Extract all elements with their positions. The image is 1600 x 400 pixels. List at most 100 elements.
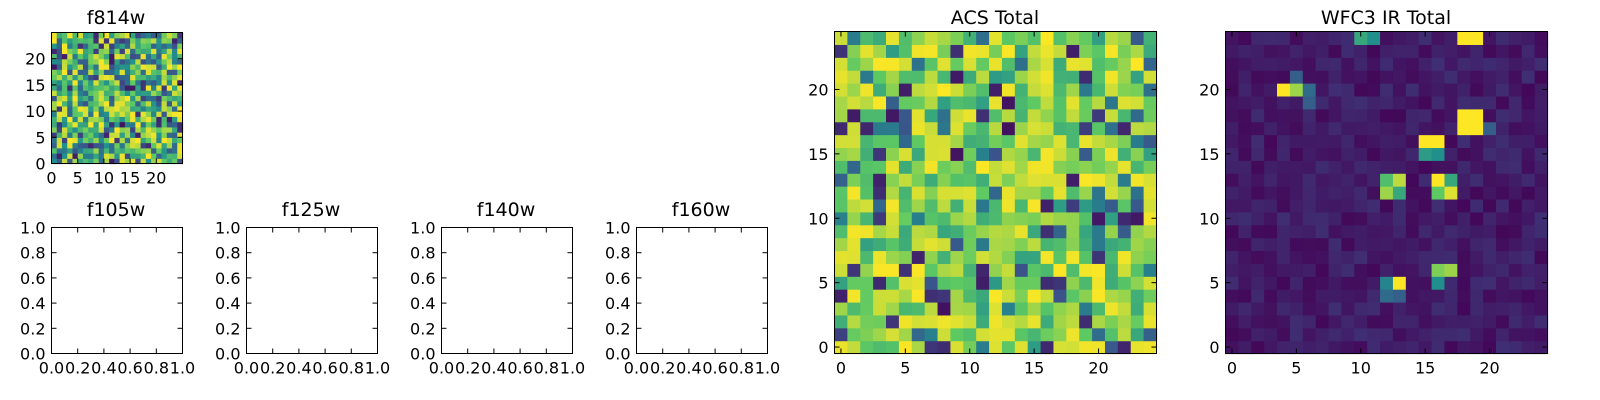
heatmap-cell xyxy=(130,158,136,165)
heatmap-cell xyxy=(77,126,84,133)
heatmap-cell xyxy=(109,137,115,144)
heatmap-cell xyxy=(103,37,110,44)
heatmap-cell xyxy=(1405,263,1420,277)
heatmap-cell xyxy=(1225,276,1239,290)
heatmap-cell xyxy=(911,121,926,136)
y-tick-label: 0.2 xyxy=(605,319,630,338)
heatmap-cell xyxy=(834,31,848,45)
heatmap-cell xyxy=(119,84,126,91)
heatmap-cell xyxy=(886,198,900,213)
heatmap-cell xyxy=(103,84,110,91)
y-tick-label: 0.0 xyxy=(215,345,240,364)
heatmap-cell xyxy=(1444,211,1458,226)
heatmap-cell xyxy=(1483,147,1497,161)
heatmap-cell xyxy=(145,63,152,70)
heatmap-cell xyxy=(145,42,152,49)
heatmap-cell xyxy=(834,237,848,252)
heatmap-cell xyxy=(1302,211,1317,226)
heatmap-cell xyxy=(1092,160,1106,174)
heatmap-cell xyxy=(886,57,900,71)
heatmap-cell xyxy=(1014,44,1029,58)
heatmap-cell xyxy=(114,111,121,117)
heatmap-cell xyxy=(937,224,952,239)
heatmap-cell xyxy=(847,301,861,316)
heatmap-cell xyxy=(119,100,126,107)
heatmap-cell xyxy=(1289,327,1304,342)
heatmap-cell xyxy=(976,289,990,303)
heatmap-cell xyxy=(1092,198,1106,213)
heatmap-cell xyxy=(1001,108,1016,123)
heatmap-cell xyxy=(119,79,126,86)
heatmap-cell xyxy=(1130,134,1145,149)
heatmap-cell xyxy=(93,105,100,112)
heatmap-cell xyxy=(1053,95,1067,110)
heatmap-cell xyxy=(1495,289,1510,303)
heatmap-cell xyxy=(989,301,1003,316)
heatmap-cell xyxy=(1418,327,1433,342)
heatmap-cell xyxy=(1001,147,1016,161)
heatmap-cell xyxy=(911,147,926,161)
heatmap-cell xyxy=(886,224,900,239)
heatmap-cell xyxy=(67,158,74,165)
heatmap-cell xyxy=(1315,289,1330,303)
heatmap-cell xyxy=(166,105,173,112)
heatmap-cell xyxy=(135,147,142,154)
heatmap-cell xyxy=(1092,70,1106,84)
heatmap-cell xyxy=(976,44,990,58)
heatmap-cell xyxy=(119,95,126,102)
heatmap-cell xyxy=(135,90,142,96)
heatmap-cell xyxy=(1457,134,1471,149)
heatmap-cell xyxy=(1040,95,1055,110)
heatmap-cell xyxy=(56,74,63,81)
heatmap-cell xyxy=(114,153,121,159)
heatmap-cell xyxy=(898,237,913,252)
heatmap-cell xyxy=(1264,211,1278,226)
heatmap-cell xyxy=(98,42,105,49)
heatmap-cell xyxy=(1302,95,1317,110)
heatmap-cell xyxy=(114,84,121,91)
heatmap-cell xyxy=(1495,70,1510,84)
heatmap-cell xyxy=(67,111,74,117)
heatmap-cell xyxy=(1104,108,1119,123)
heatmap-cell xyxy=(61,32,68,39)
heatmap-cell xyxy=(1040,224,1055,239)
heatmap-cell xyxy=(1264,31,1278,45)
heatmap-acs-total xyxy=(834,31,1158,355)
heatmap-cell xyxy=(1367,211,1381,226)
heatmap-cell xyxy=(1238,95,1252,110)
heatmap-cell xyxy=(177,121,184,128)
heatmap-cell xyxy=(989,121,1003,136)
heatmap-cell xyxy=(77,69,84,76)
heatmap-cell xyxy=(166,142,173,149)
x-tick-label: 0 xyxy=(1227,359,1237,378)
heatmap-cell xyxy=(1392,160,1407,174)
heatmap-cell xyxy=(976,340,990,355)
heatmap-cell xyxy=(156,79,163,86)
heatmap-cell xyxy=(1328,340,1343,355)
axes-background-f125w xyxy=(246,227,378,354)
heatmap-cell xyxy=(124,153,131,159)
heatmap-cell xyxy=(1289,31,1304,45)
heatmap-cell xyxy=(1079,121,1093,136)
y-tick-label: 15 xyxy=(808,145,828,164)
heatmap-cell xyxy=(67,137,74,144)
heatmap-cell xyxy=(1143,198,1158,213)
heatmap-cell xyxy=(124,111,131,117)
heatmap-cell xyxy=(166,42,173,49)
heatmap-cell xyxy=(976,314,990,329)
heatmap-cell xyxy=(1117,44,1132,58)
y-tick-label: 0.8 xyxy=(215,244,240,263)
heatmap-cell xyxy=(873,44,887,58)
heatmap-cell xyxy=(937,263,952,277)
heatmap-cell xyxy=(1251,121,1265,136)
heatmap-cell xyxy=(1264,327,1278,342)
heatmap-cell xyxy=(1104,263,1119,277)
heatmap-cell xyxy=(847,83,861,97)
heatmap-cell xyxy=(135,126,142,133)
heatmap-cell xyxy=(72,32,79,39)
heatmap-cell xyxy=(1392,224,1407,239)
heatmap-cell xyxy=(124,84,131,91)
heatmap-cell xyxy=(177,111,184,117)
